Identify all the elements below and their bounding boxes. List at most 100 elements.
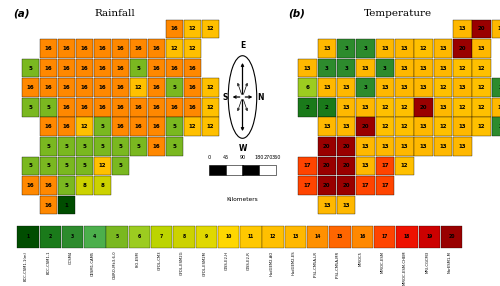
Text: MIROC-ESM: MIROC-ESM bbox=[380, 251, 384, 273]
Text: 13: 13 bbox=[458, 144, 466, 149]
Bar bbox=[151, 226, 172, 248]
Text: 17: 17 bbox=[362, 183, 370, 188]
Text: 15: 15 bbox=[337, 235, 344, 239]
Bar bbox=[307, 226, 328, 248]
Text: 13: 13 bbox=[381, 85, 388, 90]
Text: 12: 12 bbox=[478, 105, 486, 110]
Text: 12: 12 bbox=[99, 163, 106, 168]
Bar bbox=[337, 196, 355, 214]
Text: 16: 16 bbox=[27, 85, 34, 90]
Bar bbox=[395, 98, 413, 117]
Text: 13: 13 bbox=[439, 46, 447, 51]
Text: 13: 13 bbox=[497, 105, 500, 110]
Text: 16: 16 bbox=[45, 183, 52, 188]
Bar bbox=[22, 78, 39, 97]
Text: NorESM1-M: NorESM1-M bbox=[448, 251, 452, 273]
Text: 13: 13 bbox=[362, 163, 370, 168]
Bar bbox=[202, 118, 219, 136]
Text: 5: 5 bbox=[64, 163, 68, 168]
Text: 13: 13 bbox=[342, 202, 350, 208]
Bar bbox=[174, 226, 195, 248]
Text: 17: 17 bbox=[381, 163, 388, 168]
Text: 13: 13 bbox=[439, 65, 447, 71]
Bar bbox=[58, 156, 75, 175]
Bar bbox=[418, 226, 440, 248]
Text: 16: 16 bbox=[117, 124, 124, 129]
Text: (a): (a) bbox=[13, 9, 30, 19]
Text: 16: 16 bbox=[153, 124, 160, 129]
Text: 16: 16 bbox=[81, 105, 88, 110]
Bar bbox=[318, 118, 336, 136]
Text: 20: 20 bbox=[458, 46, 466, 51]
Bar bbox=[453, 137, 471, 156]
Bar bbox=[148, 78, 165, 97]
Text: 19: 19 bbox=[426, 235, 432, 239]
Text: 13: 13 bbox=[400, 85, 408, 90]
Bar bbox=[130, 59, 147, 78]
Bar bbox=[40, 196, 57, 214]
Text: 16: 16 bbox=[63, 65, 70, 71]
Text: 1: 1 bbox=[26, 235, 30, 239]
Bar bbox=[262, 226, 284, 248]
Bar bbox=[148, 98, 165, 117]
Text: 16: 16 bbox=[189, 85, 196, 90]
Bar bbox=[58, 59, 75, 78]
Bar bbox=[337, 98, 355, 117]
Bar bbox=[112, 78, 129, 97]
Text: Kilometers: Kilometers bbox=[226, 197, 258, 202]
Text: 12: 12 bbox=[439, 124, 446, 129]
Bar bbox=[106, 226, 128, 248]
Text: HadGEM2-AO: HadGEM2-AO bbox=[269, 251, 273, 276]
Text: BCC-CSM1.1(m): BCC-CSM1.1(m) bbox=[24, 251, 28, 281]
Bar bbox=[22, 156, 39, 175]
Bar bbox=[492, 78, 500, 97]
Bar bbox=[196, 226, 217, 248]
Bar bbox=[94, 98, 111, 117]
Bar bbox=[434, 118, 452, 136]
Text: Temperature: Temperature bbox=[364, 9, 432, 18]
Text: 16: 16 bbox=[117, 105, 124, 110]
Bar bbox=[94, 118, 111, 136]
Bar bbox=[356, 137, 375, 156]
Text: 10: 10 bbox=[226, 235, 232, 239]
Bar bbox=[395, 39, 413, 58]
Bar bbox=[376, 176, 394, 195]
Bar bbox=[112, 137, 129, 156]
Text: 5: 5 bbox=[116, 235, 119, 239]
Text: 16: 16 bbox=[189, 105, 196, 110]
Bar bbox=[242, 166, 260, 175]
Bar bbox=[441, 226, 462, 248]
Bar bbox=[166, 118, 183, 136]
Text: W: W bbox=[238, 144, 246, 153]
Bar bbox=[40, 156, 57, 175]
Text: 16: 16 bbox=[171, 105, 178, 110]
Bar bbox=[396, 226, 417, 248]
Text: HadGEM2-ES: HadGEM2-ES bbox=[292, 251, 296, 275]
Bar bbox=[58, 176, 75, 195]
Text: 3: 3 bbox=[499, 85, 500, 90]
Text: 13: 13 bbox=[342, 124, 350, 129]
Bar bbox=[58, 98, 75, 117]
Text: 13: 13 bbox=[400, 65, 408, 71]
Bar bbox=[84, 226, 106, 248]
Text: 5: 5 bbox=[172, 124, 176, 129]
Bar bbox=[76, 176, 93, 195]
Text: 13: 13 bbox=[400, 46, 408, 51]
Bar bbox=[184, 59, 201, 78]
Text: 5: 5 bbox=[136, 65, 140, 71]
Bar bbox=[94, 59, 111, 78]
Bar bbox=[112, 39, 129, 58]
Bar bbox=[453, 78, 471, 97]
Text: GISS-E2-H: GISS-E2-H bbox=[224, 251, 228, 270]
Text: E: E bbox=[240, 41, 245, 50]
Text: 12: 12 bbox=[189, 27, 196, 31]
Bar bbox=[492, 118, 500, 136]
Bar bbox=[40, 118, 57, 136]
Text: 270: 270 bbox=[263, 155, 272, 160]
Bar bbox=[94, 156, 111, 175]
Text: GFDL-ESM2G: GFDL-ESM2G bbox=[180, 251, 184, 275]
Bar bbox=[395, 78, 413, 97]
Text: 5: 5 bbox=[46, 105, 50, 110]
Text: 12: 12 bbox=[478, 85, 486, 90]
Text: 16: 16 bbox=[45, 65, 52, 71]
